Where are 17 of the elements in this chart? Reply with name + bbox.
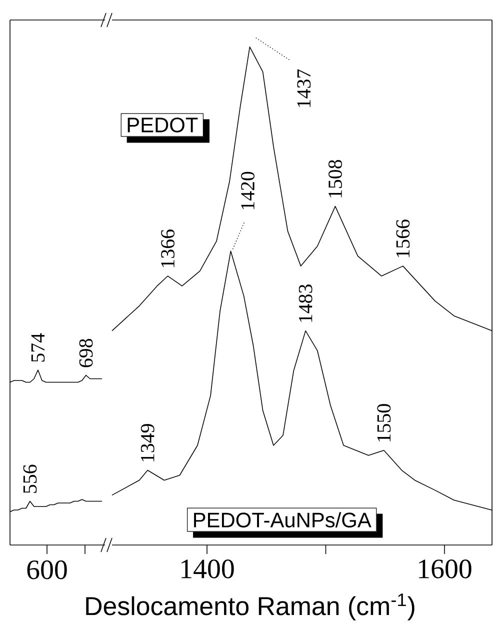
x-axis-title: Deslocamento Raman (cm$^{-1}$)	[86, 594, 414, 620]
annotation: 1566	[396, 220, 410, 258]
x-tick-label: 1400	[182, 560, 234, 578]
annotation: 1349	[140, 424, 154, 462]
annotation: 1420	[241, 172, 254, 210]
series-label: PEDOT	[128, 118, 198, 132]
annotation: 556	[23, 464, 37, 493]
annotation: 1437	[297, 69, 311, 107]
text: 574	[31, 333, 45, 362]
text: 600	[27, 560, 67, 580]
annotation: 1550	[377, 404, 391, 442]
x-tick-label: 1600	[419, 560, 472, 578]
series-label: PEDOT-AuNPs/GA	[194, 512, 372, 528]
annotation: 1483	[298, 284, 312, 322]
annotation: 1508	[328, 160, 342, 198]
annotation: 1366	[161, 230, 174, 268]
text: 698	[79, 338, 93, 368]
